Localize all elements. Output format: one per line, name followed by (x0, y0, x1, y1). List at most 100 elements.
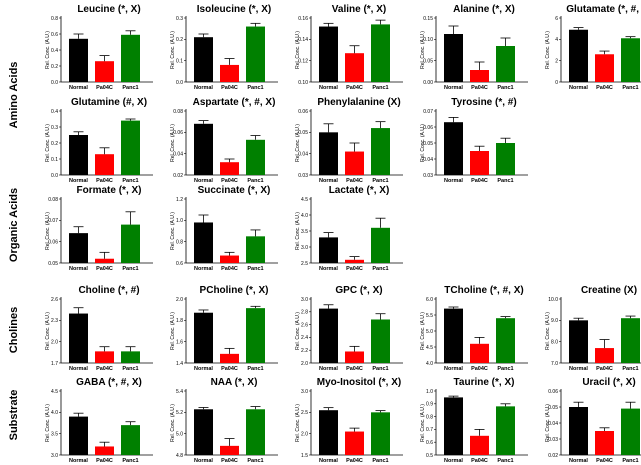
y-tick-label: 2.0 (176, 297, 183, 303)
chart-isoleucine: Isoleucine (*, X) Rel. Conc. (A.U.) 0.0 0.1… (170, 4, 278, 91)
bar-panc1 (246, 409, 265, 455)
bar-normal (69, 135, 88, 175)
category-label: Panc1 (372, 458, 388, 464)
y-tick-label: 1.2 (176, 197, 183, 203)
y-tick-label: 0.02 (548, 453, 558, 459)
y-tick-label: 3.5 (51, 431, 58, 437)
category-label: Normal (319, 85, 338, 91)
bar-normal (194, 37, 213, 82)
y-tick-label: 1.6 (176, 339, 183, 345)
chart-uracil: Uracil (*, X) Rel. Conc. (A.U.) 0.02 0.03 0.… (545, 377, 641, 464)
bar-pa04c (220, 353, 239, 363)
y-tick-label: 0.14 (298, 37, 308, 43)
y-tick-label: 0.0 (51, 80, 58, 86)
category-label: Panc1 (122, 266, 138, 272)
y-tick-label: 1.7 (51, 361, 58, 367)
bar-panc1 (121, 224, 140, 263)
chart-title: GABA (*, #, X) (76, 377, 142, 388)
category-label: Pa04C (96, 458, 113, 464)
y-tick-label: 0.2 (176, 37, 183, 43)
y-tick-label: 2 (555, 58, 558, 64)
bar-normal (444, 122, 463, 175)
y-axis-label: Rel. Conc. (A.U.) (170, 31, 176, 69)
category-label: Normal (69, 458, 88, 464)
y-tick-label: 0.3 (176, 16, 183, 22)
bar-pa04c (95, 351, 114, 363)
y-tick-label: 4 (555, 37, 558, 43)
y-tick-label: 2.6 (51, 297, 58, 303)
bar-normal (569, 320, 588, 363)
y-tick-label: 6 (555, 16, 558, 22)
bar-panc1 (371, 227, 390, 263)
y-tick-label: 8.0 (551, 339, 558, 345)
y-tick-label: 0.2 (51, 64, 58, 70)
y-tick-label: 2.0 (301, 361, 308, 367)
bar-pa04c (345, 259, 364, 263)
y-tick-label: 0.05 (548, 405, 558, 411)
y-tick-label: 0.04 (298, 151, 308, 157)
y-tick-label: 2.0 (51, 339, 58, 345)
chart-taurine: Taurine (*, X) Rel. Conc. (A.U.) 0.5 0.6 0.7… (420, 377, 528, 464)
bar-normal (69, 233, 88, 263)
bar-pa04c (95, 258, 114, 263)
chart-title: Creatine (X) (581, 285, 637, 296)
y-tick-label: 0.00 (423, 80, 433, 86)
y-tick-label: 0.08 (173, 109, 183, 115)
category-label: Normal (569, 85, 588, 91)
bar-normal (194, 409, 213, 455)
y-tick-label: 2.2 (301, 348, 308, 354)
y-tick-label: 0.8 (426, 414, 433, 420)
bar-pa04c (95, 446, 114, 455)
chart-formate: Formate (*, X) Rel. Conc. (A.U.) 0.05 0.06 0… (45, 185, 153, 272)
y-tick-label: 0.06 (48, 239, 58, 245)
chart-title: TCholine (*, #, X) (444, 285, 523, 296)
chart-title: Choline (*, #) (78, 285, 139, 296)
category-label: Pa04C (471, 366, 488, 372)
bar-panc1 (246, 139, 265, 175)
chart-succinate: Succinate (*, X) Rel. Conc. (A.U.) 0.6 0.8 1… (170, 185, 278, 272)
y-axis-label: Rel. Conc. (A.U.) (420, 312, 426, 350)
bar-panc1 (496, 46, 515, 82)
category-label: Pa04C (471, 458, 488, 464)
y-tick-label: 0.04 (423, 157, 433, 163)
chart-title: Leucine (*, X) (77, 4, 140, 15)
bar-panc1 (121, 425, 140, 455)
category-label: Panc1 (622, 366, 638, 372)
chart-title: Valine (*, X) (332, 4, 386, 15)
category-label: Normal (569, 366, 588, 372)
y-tick-label: 0.06 (173, 130, 183, 136)
bar-panc1 (371, 319, 390, 363)
y-tick-label: 0.04 (548, 421, 558, 427)
y-tick-label: 0.7 (426, 427, 433, 433)
category-label: Panc1 (247, 178, 263, 184)
bar-normal (569, 407, 588, 455)
category-label: Pa04C (96, 266, 113, 272)
y-axis-label: Rel. Conc. (A.U.) (170, 312, 176, 350)
y-tick-label: 0.3 (51, 125, 58, 131)
y-tick-label: 0.06 (298, 109, 308, 115)
y-axis-label: Rel. Conc. (A.U.) (420, 404, 426, 442)
y-tick-label: 1.0 (176, 218, 183, 224)
bar-normal (319, 26, 338, 82)
bar-normal (319, 410, 338, 455)
category-label: Normal (194, 366, 213, 372)
y-tick-label: 0 (555, 80, 558, 86)
y-tick-label: 6.0 (426, 297, 433, 303)
bar-pa04c (470, 70, 489, 82)
y-tick-label: 0.07 (48, 218, 58, 224)
bar-pa04c (470, 343, 489, 363)
chart-gpc: GPC (*, X) Rel. Conc. (A.U.) 2.0 2.2 2.4 2.6 2… (295, 285, 403, 372)
y-tick-label: 0.12 (298, 58, 308, 64)
category-label: Pa04C (346, 85, 363, 91)
bar-panc1 (246, 308, 265, 363)
y-tick-label: 0.03 (548, 437, 558, 443)
y-tick-label: 0.06 (548, 389, 558, 395)
chart-title: Tyrosine (*, #) (451, 97, 516, 108)
category-label: Panc1 (247, 366, 263, 372)
y-tick-label: 0.06 (423, 125, 433, 131)
chart-title: Aspartate (*, #, X) (193, 97, 276, 108)
category-label: Pa04C (596, 366, 613, 372)
category-label: Normal (69, 178, 88, 184)
category-label: Panc1 (497, 85, 513, 91)
chart-glutamate: Glutamate (*, #, X) Rel. Conc. (A.U.) 0 2 4 6… (545, 4, 641, 91)
